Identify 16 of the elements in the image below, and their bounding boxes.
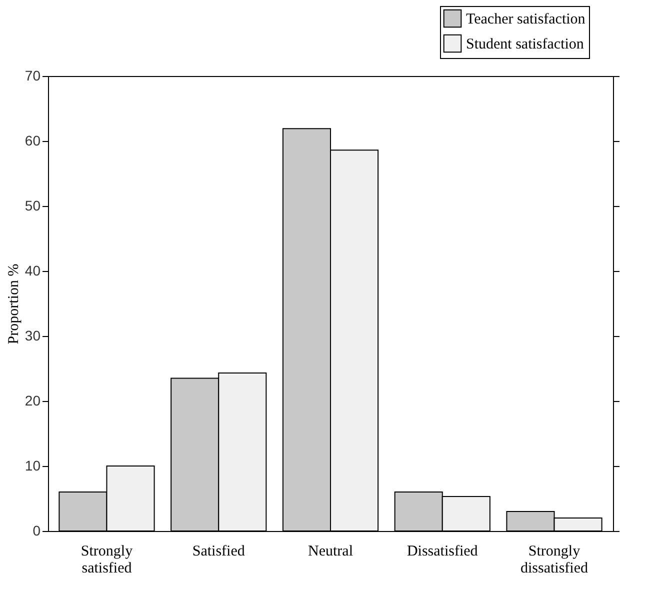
x-tick-label: Strongly satisfied bbox=[80, 544, 134, 576]
y-tick-label: 30 bbox=[24, 328, 41, 344]
y-tick-label: 40 bbox=[24, 262, 41, 278]
legend-label: Teacher satisfaction bbox=[466, 12, 586, 28]
y-tick-label: 70 bbox=[24, 68, 41, 84]
x-tick-label: Neutral bbox=[308, 544, 353, 560]
y-tick-label: 50 bbox=[24, 198, 41, 214]
y-tick-label: 10 bbox=[24, 458, 41, 474]
y-tick-label: 0 bbox=[32, 522, 41, 538]
y-tick-label: 60 bbox=[24, 132, 41, 148]
y-tick-label: 20 bbox=[24, 392, 41, 408]
x-tick-label: Dissatisfied bbox=[406, 544, 478, 560]
y-axis-title: Proportion % bbox=[6, 264, 22, 344]
legend-label: Student satisfaction bbox=[466, 36, 584, 52]
x-tick-label: Satisfied bbox=[192, 544, 246, 560]
x-tick-label: Strongly dissatisfied bbox=[520, 544, 589, 576]
